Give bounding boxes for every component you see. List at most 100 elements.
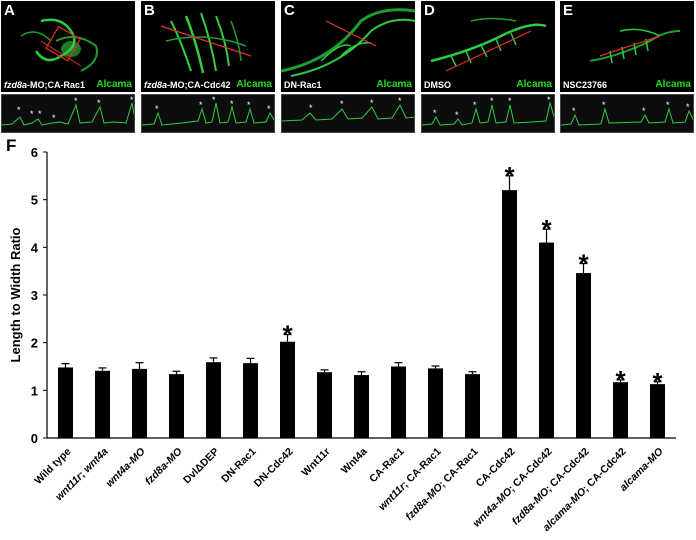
x-tick-label: wnt4a-MO: [104, 446, 148, 490]
panel-d: D DMSO Alcama * * * * * *: [421, 1, 555, 133]
intensity-profile-b: * * * * * *: [141, 94, 275, 133]
condition-label: DMSO: [424, 80, 451, 90]
stain-label: Alcama: [516, 79, 552, 90]
svg-text:*: *: [38, 109, 42, 119]
intensity-profile-d: * * * * * *: [421, 94, 555, 133]
significance-marker: *: [652, 367, 663, 397]
condition-label: NSC23766: [563, 80, 608, 90]
svg-text:*: *: [74, 96, 78, 106]
panel-c: C DN-Rac1 Alcama * * * *: [281, 1, 415, 133]
stain-label: Alcama: [96, 79, 132, 90]
svg-text:*: *: [473, 100, 477, 110]
svg-text:*: *: [433, 108, 437, 118]
panel-letter: D: [424, 2, 435, 19]
svg-text:*: *: [97, 98, 101, 108]
svg-text:*: *: [230, 99, 234, 109]
stain-label: Alcama: [236, 79, 272, 90]
y-tick-label: 6: [31, 145, 38, 160]
micrograph-d-image: [430, 17, 547, 72]
panel-letter: B: [144, 2, 155, 19]
condition-label: DN-Rac1: [284, 80, 322, 90]
svg-text:*: *: [666, 100, 670, 110]
panel-e: E NSC23766 Alcama * * * * *: [560, 1, 694, 133]
svg-text:*: *: [17, 105, 21, 115]
micrograph-e-image: [589, 28, 681, 64]
panel-letter: E: [563, 2, 574, 19]
bar: [169, 374, 184, 438]
significance-marker: *: [282, 320, 293, 350]
x-tick-label: wnt11r; CA-Rac1: [376, 446, 443, 513]
svg-text:*: *: [212, 95, 216, 105]
bar: [465, 374, 480, 438]
x-tick-label: Wnt4a: [339, 446, 370, 477]
svg-text:*: *: [602, 100, 606, 110]
svg-text:*: *: [547, 95, 551, 105]
micrograph-a-image: [20, 18, 98, 72]
y-tick-label: 5: [31, 193, 38, 208]
stain-label: Alcama: [376, 79, 412, 90]
svg-text:*: *: [370, 98, 374, 108]
bar: [428, 368, 443, 438]
bar: [613, 382, 628, 438]
y-axis-label: Length to Width Ratio: [8, 227, 23, 362]
panel-letter: C: [284, 2, 295, 19]
svg-text:*: *: [309, 103, 313, 113]
svg-text:*: *: [508, 96, 512, 106]
svg-text:*: *: [130, 95, 134, 105]
svg-text:*: *: [455, 110, 459, 120]
svg-text:*: *: [267, 104, 271, 114]
bar: [95, 370, 110, 438]
significance-marker: *: [615, 365, 626, 395]
bar: [502, 190, 517, 438]
x-tick-label: DN-Cdc42: [252, 446, 296, 490]
x-tick-label: fzd8a-MO: [143, 446, 185, 488]
y-tick-label: 0: [31, 431, 38, 446]
bar: [58, 367, 73, 438]
svg-text:*: *: [490, 96, 494, 106]
figure-label: F: [6, 136, 17, 155]
x-tick-label: DvlΔDEP: [181, 446, 222, 487]
bar: [539, 242, 554, 438]
intensity-profile-c: * * * *: [281, 94, 415, 133]
svg-text:*: *: [199, 100, 203, 110]
bar: [354, 375, 369, 438]
svg-text:*: *: [572, 106, 576, 116]
svg-text:*: *: [398, 96, 402, 106]
panel-letter: A: [4, 2, 15, 19]
intensity-profile-a: * * * * * * *: [1, 94, 135, 133]
svg-text:*: *: [686, 102, 690, 112]
svg-text:*: *: [247, 100, 251, 110]
significance-marker: *: [504, 161, 515, 191]
y-tick-label: 3: [31, 288, 38, 303]
intensity-profile-e: * * * * *: [560, 94, 694, 133]
micrograph-e: E NSC23766 Alcama: [560, 1, 694, 92]
y-tick-label: 2: [31, 336, 38, 351]
x-tick-label: fzd8a-MO; CA-Rac1: [403, 446, 480, 523]
svg-text:*: *: [155, 104, 159, 114]
bar: [317, 372, 332, 438]
bar: [132, 368, 147, 438]
y-tick-label: 1: [31, 383, 38, 398]
micrograph-b-image: [160, 12, 252, 74]
bar: [280, 341, 295, 438]
micrograph-b: B fzd8a-MO;CA-Cdc42 Alcama: [141, 1, 275, 92]
svg-text:*: *: [52, 113, 56, 123]
panel-a: A fzd8a-MO;CA-Rac1 Alcama * * * * * * *: [1, 1, 135, 133]
intensity-trace: * * * *: [282, 96, 414, 122]
svg-text:*: *: [340, 99, 344, 109]
significance-marker: *: [578, 249, 589, 279]
condition-label: fzd8a-MO;CA-Rac1: [4, 80, 86, 90]
bar: [243, 363, 258, 438]
condition-label: fzd8a-MO;CA-Cdc42: [144, 80, 231, 90]
svg-text:*: *: [642, 106, 646, 116]
svg-text:*: *: [30, 109, 34, 119]
micrograph-c-image: [281, 8, 415, 77]
stain-label: Alcama: [655, 79, 691, 90]
bar: [206, 362, 221, 438]
intensity-trace: * * * * * *: [142, 95, 274, 126]
bar: [650, 384, 665, 438]
micrograph-d: D DMSO Alcama: [421, 1, 555, 92]
intensity-trace: * * * * *: [561, 100, 693, 126]
bar: [391, 366, 406, 438]
